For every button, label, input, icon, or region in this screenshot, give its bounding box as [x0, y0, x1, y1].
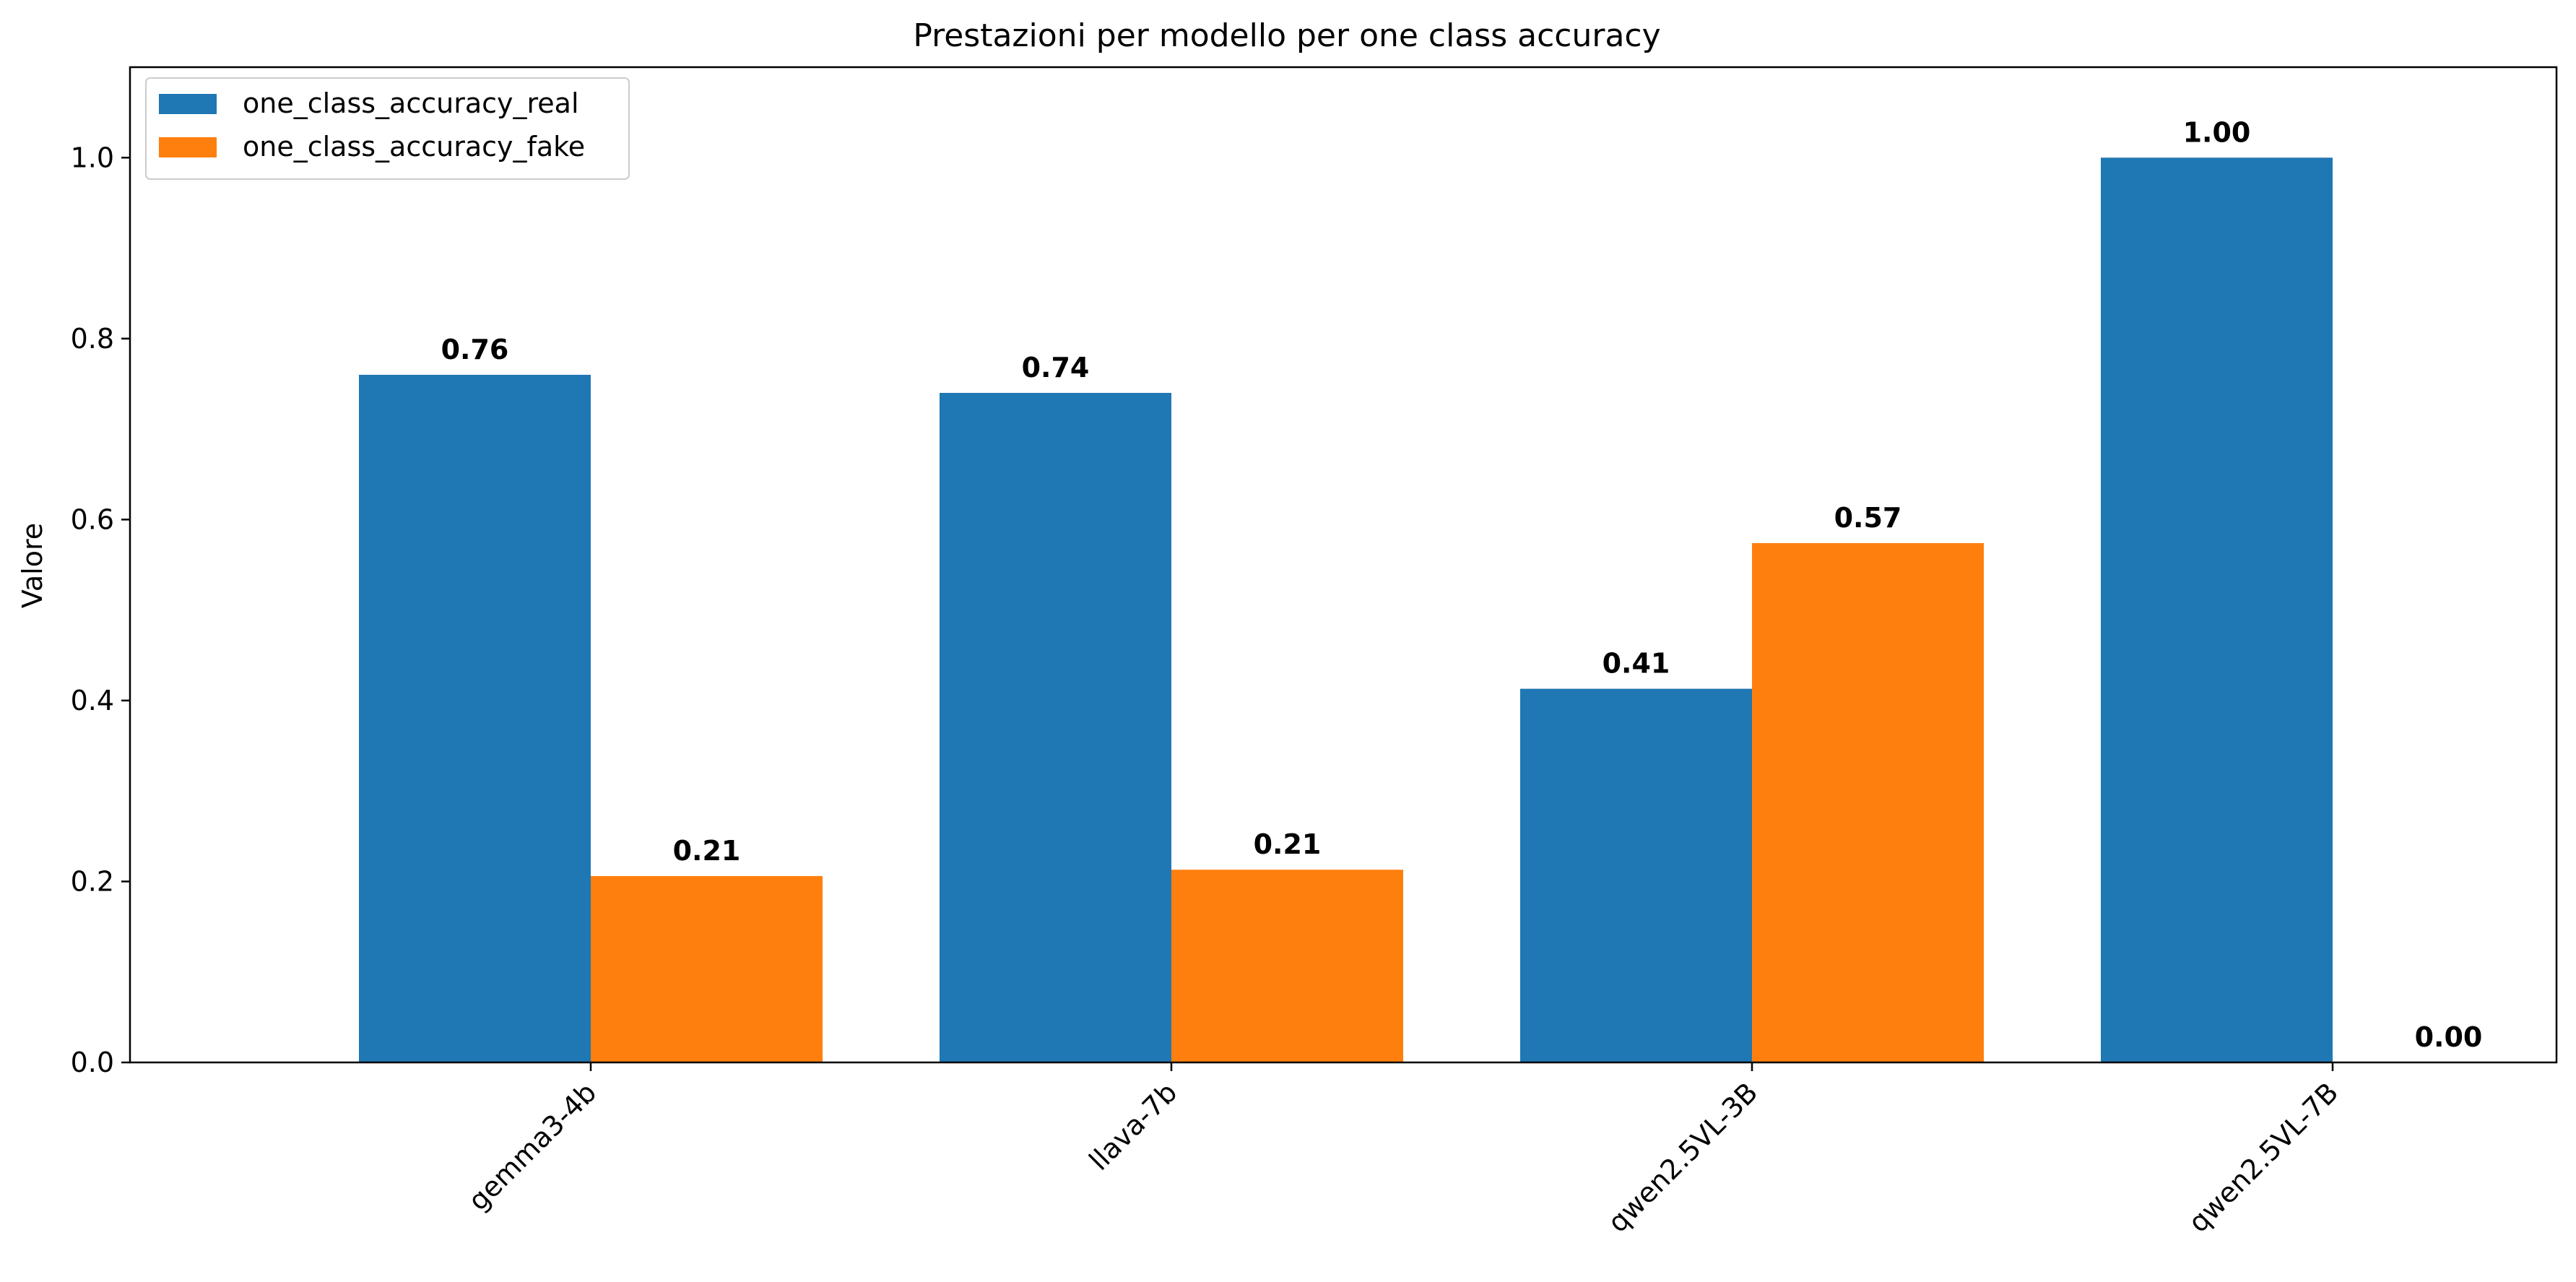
- bar-value-label: 0.00: [2415, 1021, 2483, 1053]
- bar-value-label: 0.74: [1022, 352, 1090, 384]
- bar: [359, 374, 591, 1062]
- y-tick-label: 0.4: [71, 685, 114, 716]
- x-tick-label: qwen2.5VL-3B: [1602, 1076, 1764, 1239]
- bar: [1752, 542, 1984, 1062]
- bar-value-label: 0.57: [1834, 502, 1902, 534]
- x-tick-label: gemma3-4b: [462, 1076, 602, 1216]
- legend: one_class_accuracy_real one_class_accurac…: [145, 77, 630, 180]
- bar-value-label: 0.76: [441, 334, 509, 365]
- x-tick-label: qwen2.5VL-7B: [2182, 1076, 2345, 1239]
- y-tick-label: 0.8: [71, 323, 114, 355]
- y-axis-label: Valore: [17, 523, 48, 608]
- y-tick-label: 1.0: [71, 142, 114, 173]
- y-tick-label: 0.6: [71, 503, 114, 535]
- bar: [940, 392, 1171, 1062]
- legend-box: [145, 77, 630, 180]
- plot-area: 0.76 0.21 0.74 0.21 0.41 0.57 1.00 0.00 0.0 0.2 0.…: [71, 66, 2558, 1239]
- legend-swatch: [159, 137, 217, 157]
- bar-value-label: 0.21: [673, 835, 741, 867]
- bar: [1171, 870, 1403, 1062]
- bar-value-label: 0.41: [1603, 648, 1670, 680]
- legend-label: one_class_accuracy_fake: [243, 131, 585, 163]
- bar: [2101, 157, 2333, 1063]
- plot-frame: [129, 66, 2558, 1064]
- x-tick-label: llava-7b: [1083, 1076, 1184, 1177]
- bar-value-label: 0.21: [1254, 828, 1322, 860]
- chart-title: Prestazioni per modello per one class ac…: [913, 17, 1660, 54]
- y-tick-label: 0.2: [71, 865, 114, 897]
- bar: [591, 875, 823, 1062]
- bar: [1520, 688, 1752, 1062]
- bar-value-label: 1.00: [2183, 116, 2251, 148]
- legend-label: one_class_accuracy_real: [243, 87, 579, 119]
- legend-swatch: [159, 94, 217, 114]
- y-tick-label: 0.0: [71, 1047, 114, 1078]
